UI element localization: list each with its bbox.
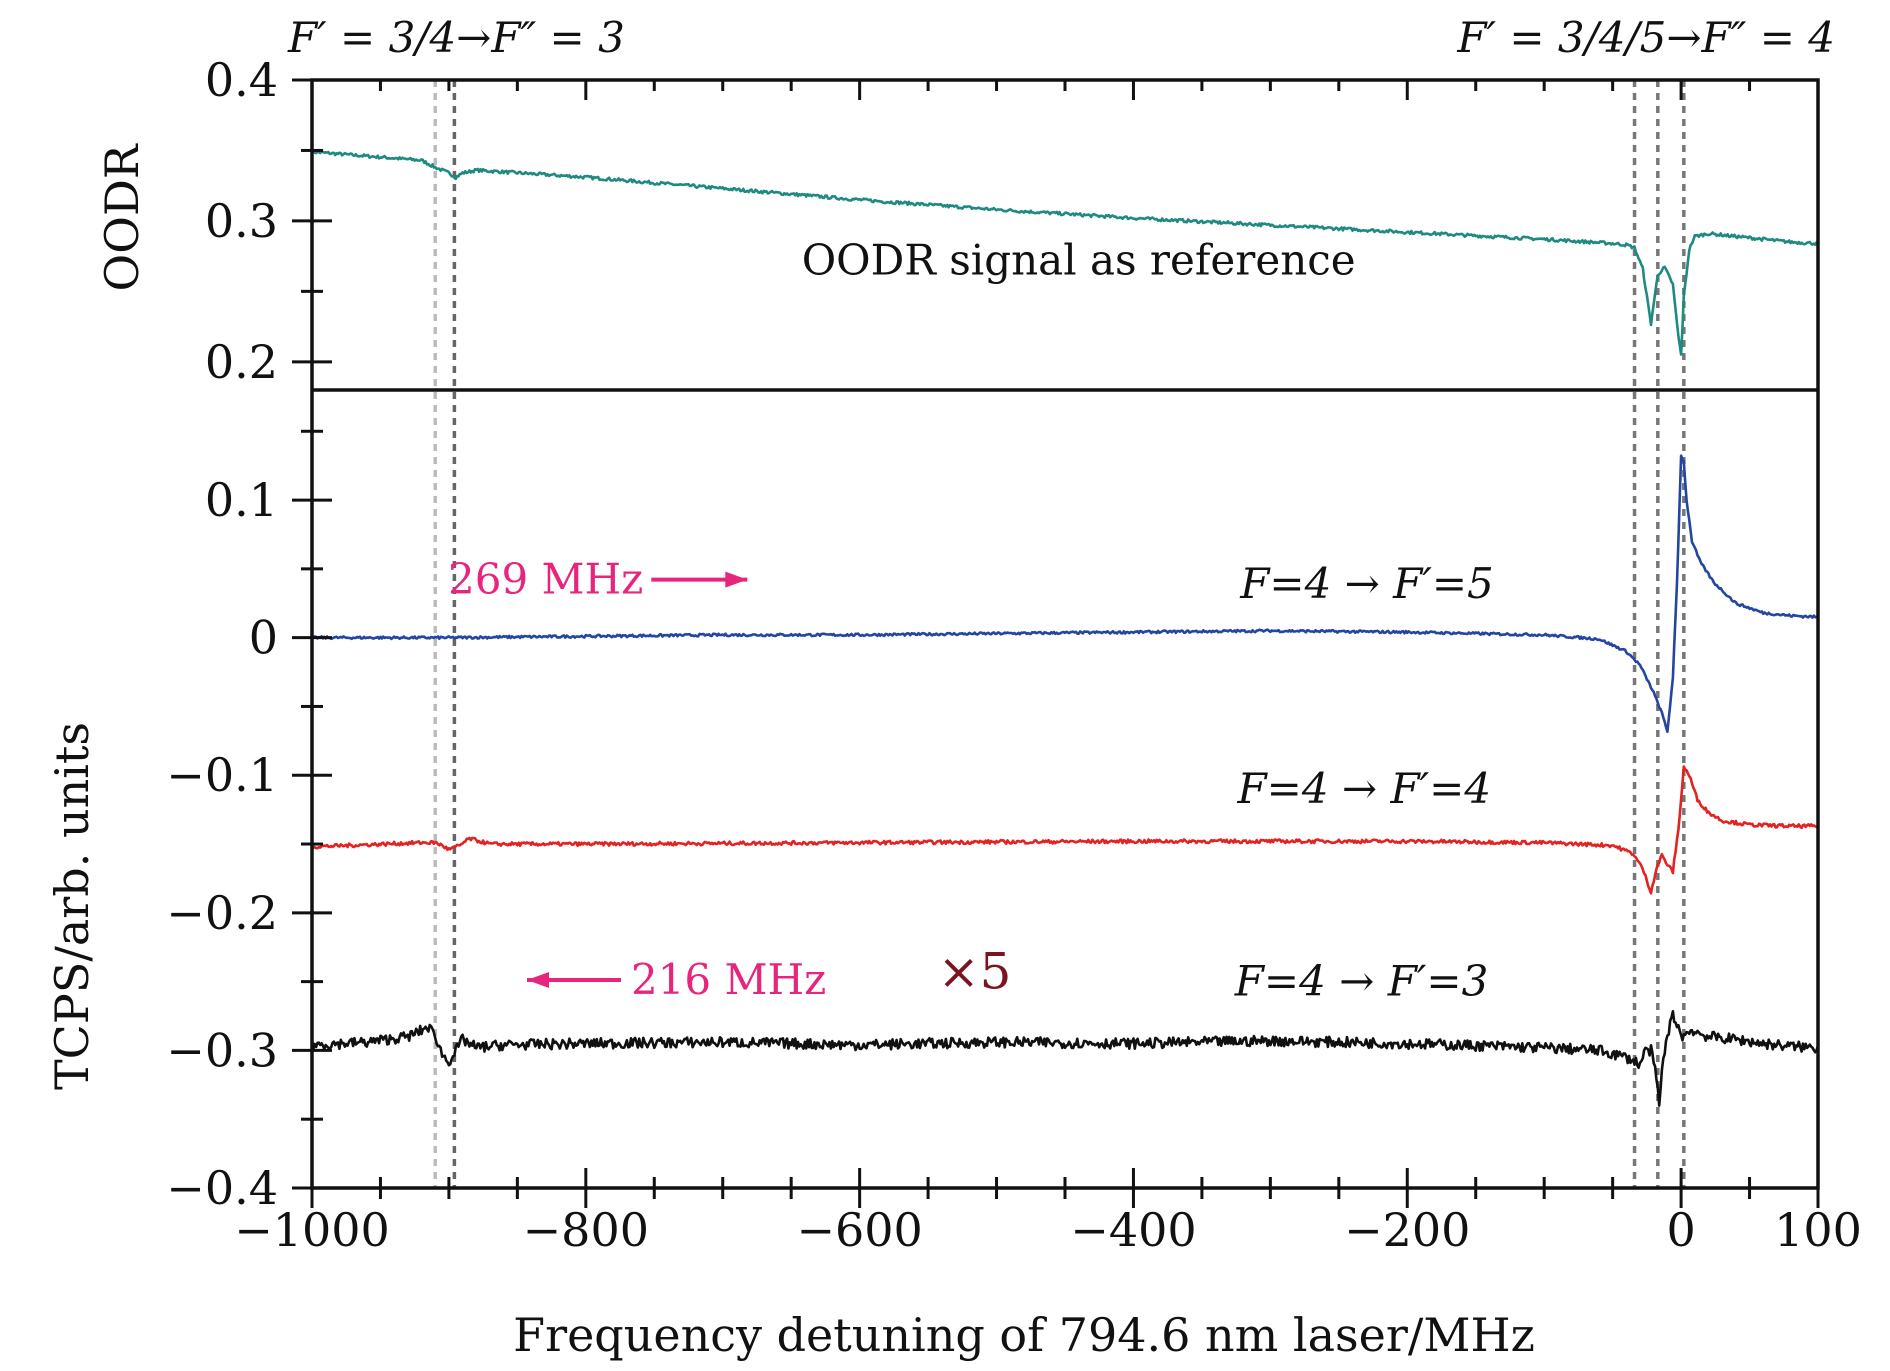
transition-guide-lines [433, 80, 1686, 1188]
arrow-head [526, 972, 549, 989]
series-line-f4 [311, 765, 1819, 895]
arrow-head [725, 571, 748, 588]
bottom-y-tick-label: −0.2 [166, 886, 278, 940]
x-tick-label: 0 [1666, 1203, 1695, 1257]
top-label-left: F′ = 3/4→F″ = 3 [287, 13, 625, 62]
shift-269-label: 269 MHz [448, 555, 643, 604]
x-tick-label: −600 [796, 1203, 922, 1257]
bottom-y-tick-label: −0.3 [166, 1023, 278, 1077]
bottom-y-tick-label: −0.1 [166, 748, 278, 802]
series-line-f5 [311, 454, 1819, 733]
top-label-right: F′ = 3/4/5→F″ = 4 [1456, 13, 1835, 62]
shift-216-label: 216 MHz [631, 955, 826, 1004]
reference-annotation: OODR signal as reference [802, 235, 1356, 284]
x-tick-label: 100 [1774, 1203, 1862, 1257]
series-label-f3: F=4 → F′=3 [1234, 956, 1489, 1005]
x-axis-title: Frequency detuning of 794.6 nm laser/MHz [513, 1308, 1535, 1362]
bottom-y-tick-label: 0 [249, 611, 278, 665]
x-tick-label: −200 [1344, 1203, 1470, 1257]
x-tick-label: −400 [1070, 1203, 1196, 1257]
top-y-tick-label: 0.3 [205, 194, 278, 248]
top-y-tick-label: 0.2 [205, 335, 278, 389]
bottom-y-tick-label: 0.1 [205, 473, 278, 527]
series-layer [310, 149, 1820, 1107]
scale-factor-label: ×5 [938, 943, 1012, 1001]
axis-ticks: −1000 −800 −600 −400 −200 0 100 0.2 0.3 0.4 −0.4 −0… [166, 53, 1862, 1257]
oodr-series-line [310, 149, 1819, 356]
series-label-f4: F=4 → F′=4 [1237, 764, 1492, 813]
x-tick-label: −1000 [234, 1203, 390, 1257]
top-y-tick-label: 0.4 [205, 53, 278, 107]
bottom-y-tick-label: −0.4 [166, 1161, 278, 1215]
series-line-f3 [310, 1010, 1820, 1107]
series-label-f5: F=4 → F′=5 [1239, 559, 1494, 608]
x-tick-label: −800 [523, 1203, 649, 1257]
top-y-axis-title: OODR [95, 143, 149, 291]
shift-269-arrow [651, 571, 748, 588]
bottom-y-axis-title: TCPS/arb. units [45, 722, 99, 1090]
shift-216-arrow [526, 972, 621, 989]
